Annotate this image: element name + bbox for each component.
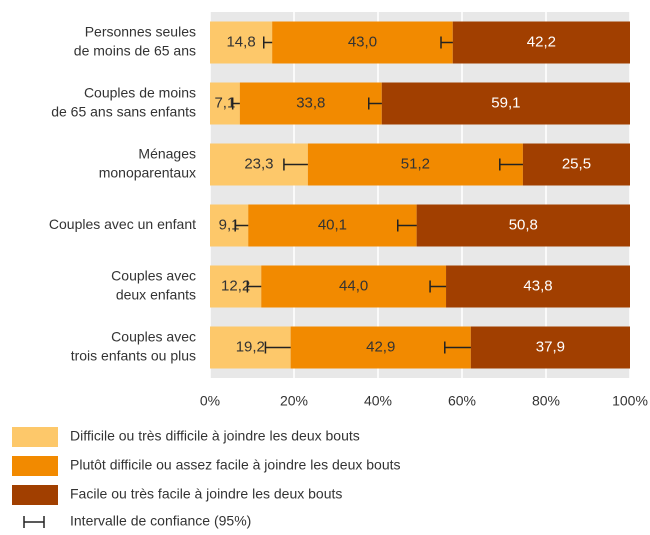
bar-segment bbox=[290, 326, 471, 369]
value-label: 23,3 bbox=[244, 155, 273, 172]
value-label: 43,0 bbox=[348, 33, 377, 50]
category-label: trois enfants ou plus bbox=[71, 348, 196, 364]
bar-segment bbox=[452, 21, 630, 64]
value-label: 40,1 bbox=[318, 216, 347, 233]
category-label: Couples avec un enfant bbox=[49, 216, 196, 232]
value-label: 51,2 bbox=[401, 155, 430, 172]
legend-swatch bbox=[12, 456, 58, 476]
legend-swatch bbox=[12, 427, 58, 447]
category-label: Personnes seules bbox=[85, 24, 196, 40]
value-label: 50,8 bbox=[509, 216, 538, 233]
legend-label: Facile ou très facile à joindre les deux… bbox=[70, 486, 342, 502]
category-label: de moins de 65 ans bbox=[74, 43, 196, 59]
value-label: 42,9 bbox=[366, 338, 395, 355]
category-label: Couples avec bbox=[111, 329, 196, 345]
value-label: 9,1 bbox=[219, 216, 240, 233]
value-label: 7,1 bbox=[214, 94, 235, 111]
x-tick-label: 100% bbox=[612, 393, 648, 409]
category-label: Ménages bbox=[138, 146, 196, 162]
bar-segment bbox=[261, 265, 447, 308]
bar-segment bbox=[381, 82, 630, 125]
bar-segment bbox=[307, 143, 523, 186]
legend-label: Intervalle de confiance (95%) bbox=[70, 513, 251, 529]
category-label: Couples avec bbox=[111, 268, 196, 284]
bar-segment bbox=[522, 143, 630, 186]
value-label: 14,8 bbox=[226, 33, 255, 50]
bar-segment bbox=[416, 204, 630, 247]
bar-segment bbox=[239, 82, 382, 125]
value-label: 33,8 bbox=[296, 94, 325, 111]
x-tick-label: 40% bbox=[364, 393, 392, 409]
value-label: 59,1 bbox=[491, 94, 520, 111]
value-label: 19,2 bbox=[236, 338, 265, 355]
category-label: monoparentaux bbox=[99, 165, 196, 181]
x-tick-label: 20% bbox=[280, 393, 308, 409]
category-label: de 65 ans sans enfants bbox=[51, 104, 196, 120]
legend-label: Difficile ou très difficile à joindre le… bbox=[70, 428, 360, 444]
value-label: 37,9 bbox=[536, 338, 565, 355]
bar-segment bbox=[210, 21, 273, 64]
x-tick-label: 0% bbox=[200, 393, 220, 409]
value-label: 25,5 bbox=[562, 155, 591, 172]
value-label: 43,8 bbox=[523, 277, 552, 294]
x-tick-label: 60% bbox=[448, 393, 476, 409]
category-label: Couples de moins bbox=[84, 85, 196, 101]
value-label: 12,2 bbox=[221, 277, 250, 294]
x-tick-label: 80% bbox=[532, 393, 560, 409]
plot-background bbox=[210, 12, 630, 378]
bar-segment bbox=[470, 326, 630, 369]
bar-segment bbox=[446, 265, 630, 308]
bar-segment bbox=[272, 21, 453, 64]
category-label: deux enfants bbox=[116, 287, 196, 303]
value-label: 42,2 bbox=[527, 33, 556, 50]
value-label: 44,0 bbox=[339, 277, 368, 294]
legend-swatch bbox=[12, 485, 58, 505]
legend-label: Plutôt difficile ou assez facile à joind… bbox=[70, 457, 401, 473]
bar-segment bbox=[248, 204, 417, 247]
